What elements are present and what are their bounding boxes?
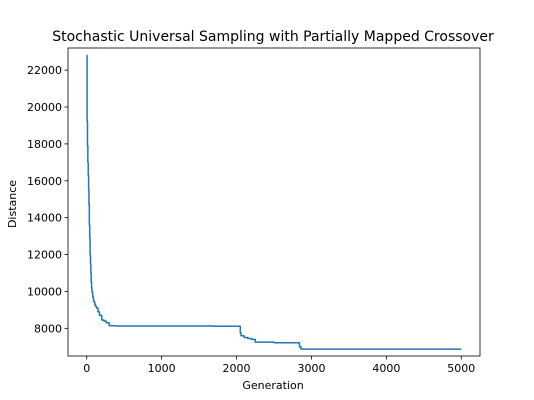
y-tick-label: 16000 <box>27 175 62 188</box>
x-tick-label: 3000 <box>297 362 325 375</box>
x-tick-label: 0 <box>83 362 90 375</box>
x-tick-label: 1000 <box>148 362 176 375</box>
y-tick-label: 18000 <box>27 138 62 151</box>
y-tick-label: 14000 <box>27 212 62 225</box>
x-tick-label: 4000 <box>372 362 400 375</box>
plot-frame <box>67 47 481 357</box>
y-tick-label: 8000 <box>34 322 62 335</box>
y-tick-label: 10000 <box>27 285 62 298</box>
y-tick-label: 22000 <box>27 64 62 77</box>
x-axis-label: Generation <box>242 379 303 392</box>
y-tick-label: 12000 <box>27 249 62 262</box>
x-tick-label: 2000 <box>223 362 251 375</box>
y-axis-label: Distance <box>6 180 19 228</box>
x-tick-label: 5000 <box>447 362 475 375</box>
y-tick-label: 20000 <box>27 101 62 114</box>
chart-title: Stochastic Universal Sampling with Parti… <box>52 29 494 45</box>
series-line-0 <box>86 54 462 350</box>
